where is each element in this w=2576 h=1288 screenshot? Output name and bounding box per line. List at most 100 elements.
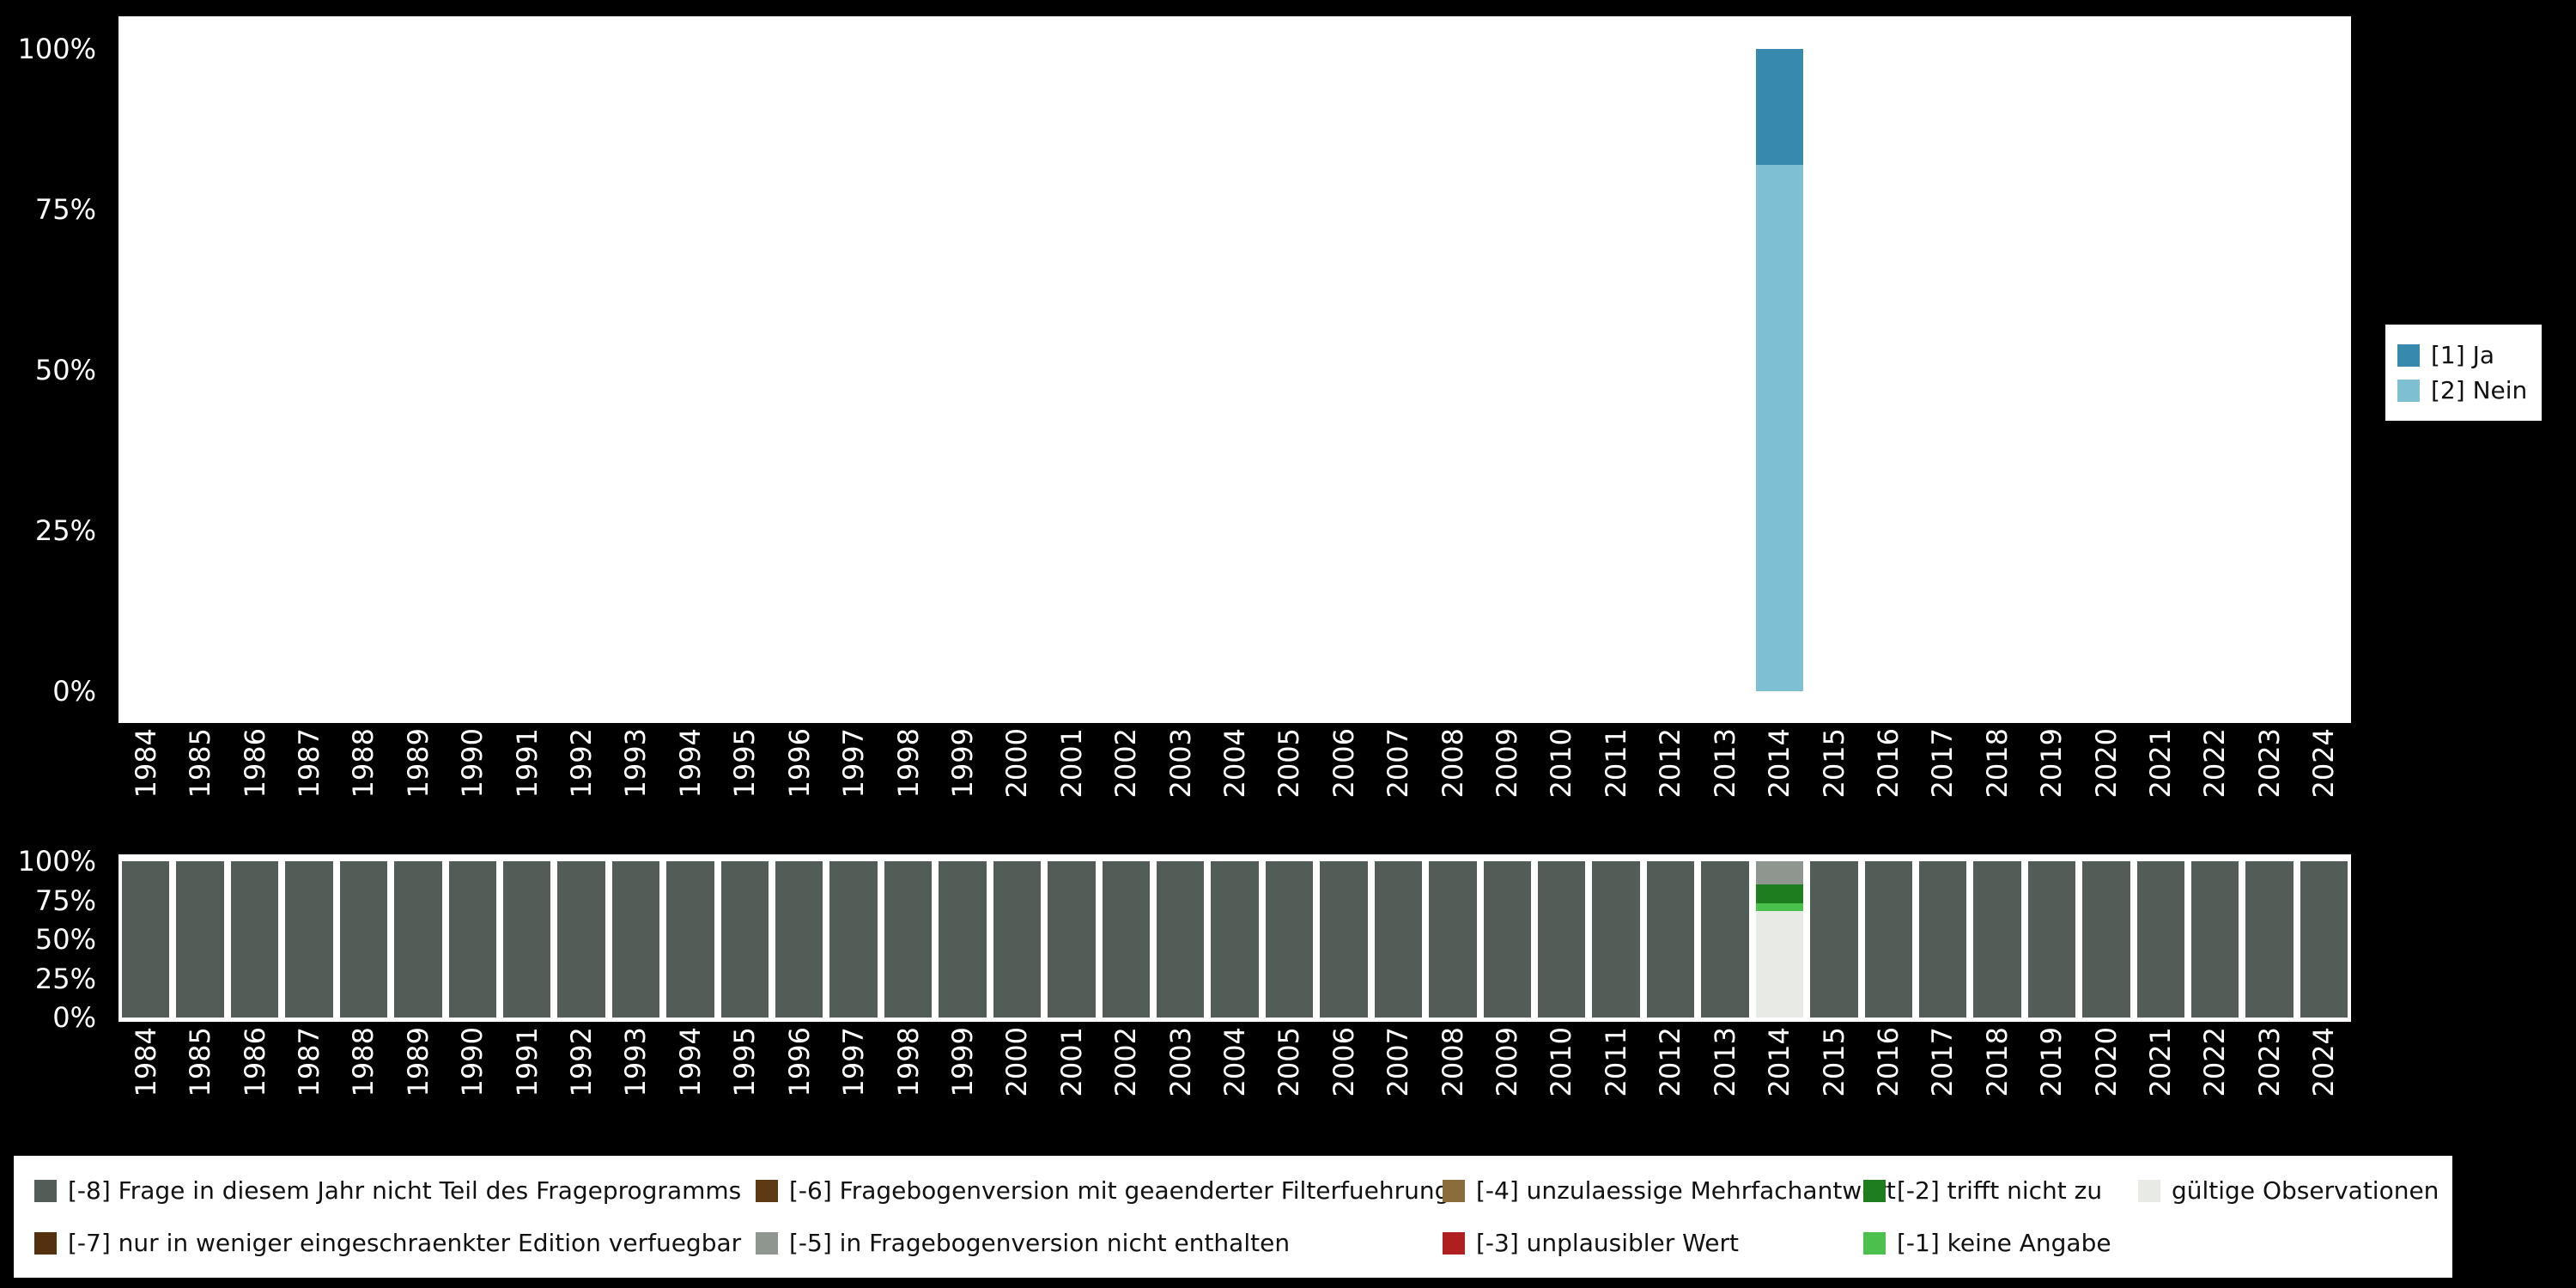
x-tick-label: 1988 <box>347 1027 380 1097</box>
missings-x-axis: 1984 1985 1986 1987 1988 1989 1990 1991 1992 1993… <box>118 1022 2351 1151</box>
bar-segment <box>1102 861 1151 1018</box>
x-tick-label: 2020 <box>2089 728 2123 799</box>
bar-segment <box>2300 861 2348 1018</box>
x-tick-label: 1986 <box>238 728 271 799</box>
bar-column <box>337 49 391 691</box>
x-tick-label: 2017 <box>1926 728 1959 799</box>
x-tick-label: 1996 <box>782 728 816 799</box>
x-tick-label: 1984 <box>129 728 162 799</box>
missings-y-axis: 100% 75% 50% 25% 0% <box>0 845 108 1034</box>
bar-column <box>1807 861 1861 1018</box>
x-tick-label: 2010 <box>1545 728 1578 799</box>
x-tick-label: 2015 <box>1817 1027 1850 1097</box>
legend-label: [-6] Fragebogenversion mit geaenderter F… <box>789 1176 1450 1205</box>
x-tick-label: 2008 <box>1436 728 1469 799</box>
x-tick-label: 1994 <box>673 1027 707 1097</box>
bar-column <box>1916 49 1970 691</box>
bar-column <box>554 861 608 1018</box>
legend-label: [1] Ja <box>2431 341 2494 369</box>
legend-label: [-5] in Fragebogenversion nicht enthalte… <box>789 1229 1291 1257</box>
x-tick-label: 1997 <box>837 1027 871 1097</box>
bar-segment <box>1701 861 1749 1018</box>
y-tick-label: 0% <box>52 675 96 708</box>
bar-column <box>1807 49 1861 691</box>
bar-segment <box>1755 49 1804 165</box>
x-tick-label: 1999 <box>945 1027 979 1097</box>
y-tick-label: 25% <box>34 514 96 547</box>
bar-column <box>2297 49 2351 691</box>
x-tick-label: 1984 <box>129 1027 162 1097</box>
bar-segment <box>502 861 551 1018</box>
x-tick-label: 2014 <box>1763 728 1796 799</box>
y-tick-label: 0% <box>52 1001 96 1034</box>
bar-column <box>609 861 663 1018</box>
bar-segment <box>557 861 605 1018</box>
distribution-legend: [1] Ja [2] Nein <box>2385 325 2542 421</box>
bar-column <box>935 49 989 691</box>
bar-segment <box>1864 861 1912 1018</box>
x-tick-label: 2011 <box>1599 728 1632 799</box>
bar-column <box>881 49 935 691</box>
legend-item: [2] Nein <box>2397 376 2530 404</box>
legend-item: [-6] Fragebogenversion mit geaenderter F… <box>756 1176 1449 1205</box>
legend-swatch <box>34 1231 57 1255</box>
legend-item: [-3] unplausibler Wert <box>1443 1229 1863 1257</box>
x-tick-label: 2007 <box>1382 1027 1415 1097</box>
x-tick-label: 1989 <box>401 728 434 799</box>
bar-column <box>1970 861 2024 1018</box>
x-tick-label: 2005 <box>1273 728 1306 799</box>
x-tick-label: 2023 <box>2252 728 2286 799</box>
x-tick-label: 1994 <box>673 728 707 799</box>
bar-column <box>1044 861 1098 1018</box>
x-tick-label: 2004 <box>1218 1027 1251 1097</box>
x-tick-label: 2008 <box>1436 1027 1469 1097</box>
legend-label: [-1] keine Angabe <box>1897 1229 2111 1257</box>
x-tick-label: 1992 <box>565 728 598 799</box>
bar-column <box>663 861 717 1018</box>
bar-column <box>2242 49 2296 691</box>
bars-area <box>118 49 2351 691</box>
legend-swatch <box>2397 343 2420 367</box>
bar-column <box>1044 49 1098 691</box>
bar-segment <box>1755 911 1804 1018</box>
bar-column <box>391 861 445 1018</box>
y-tick-label: 50% <box>34 923 96 956</box>
legend-swatch <box>1863 1231 1886 1255</box>
legend-label: [2] Nein <box>2431 376 2528 404</box>
bar-column <box>1862 861 1916 1018</box>
bar-column <box>1316 49 1370 691</box>
bar-column <box>282 861 336 1018</box>
bar-column <box>1970 49 2024 691</box>
x-tick-label: 2009 <box>1491 728 1524 799</box>
bar-column <box>500 861 554 1018</box>
bar-column <box>1480 861 1534 1018</box>
bar-column <box>228 861 282 1018</box>
bar-column <box>1916 861 1970 1018</box>
bar-column <box>2242 861 2296 1018</box>
bar-segment <box>1048 861 1096 1018</box>
y-tick-label: 100% <box>17 845 96 878</box>
legend-item: gültige Observationen <box>2138 1176 2439 1205</box>
bar-segment <box>2191 861 2239 1018</box>
bar-segment <box>448 861 496 1018</box>
bar-segment <box>993 861 1042 1018</box>
bar-segment <box>230 861 279 1018</box>
x-tick-label: 2009 <box>1491 1027 1524 1097</box>
x-tick-label: 1986 <box>238 1027 271 1097</box>
bar-column <box>2188 49 2242 691</box>
bar-column <box>118 49 173 691</box>
x-tick-label: 2006 <box>1327 1027 1360 1097</box>
x-tick-label: 2014 <box>1763 1027 1796 1097</box>
bar-column <box>228 49 282 691</box>
legend-swatch <box>1443 1231 1465 1255</box>
x-tick-label: 2018 <box>1980 1027 2014 1097</box>
missings-legend: [-8] Frage in diesem Jahr nicht Teil des… <box>14 1156 2452 1278</box>
bar-column <box>1643 49 1698 691</box>
x-tick-label: 1990 <box>456 1027 489 1097</box>
x-tick-label: 1993 <box>619 728 653 799</box>
bar-segment <box>2027 861 2076 1018</box>
bar-column <box>1371 49 1425 691</box>
bar-column <box>446 49 500 691</box>
x-tick-label: 2020 <box>2089 1027 2123 1097</box>
